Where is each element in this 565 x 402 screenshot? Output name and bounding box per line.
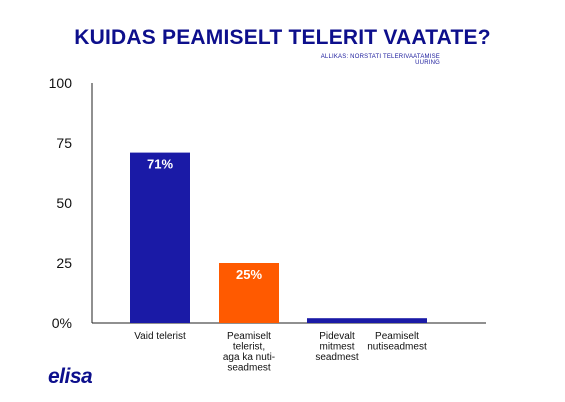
x-tick-label: seadmest [315,352,359,363]
x-tick-label: Peamiselt [227,331,271,342]
bar [219,263,279,323]
bar [367,318,427,323]
y-tick-label: 25 [56,255,72,271]
data-label: 2% [388,322,407,337]
bar [130,152,190,323]
x-tick-label: nutiseadmest [367,342,427,353]
y-tick-label: 75 [56,135,72,151]
x-tick-label: Vaid telerist [134,331,186,342]
data-label: 2% [328,322,347,337]
chart-source: ALLIKAS: NORSTATI TELERIVAATAMISE UURING [320,54,440,66]
chart-title: KUIDAS PEAMISELT TELERIT VAATATE? [74,26,491,49]
x-tick-label: mitmest [320,342,355,353]
x-tick-label: Peamiselt [375,331,419,342]
data-label: 25% [236,267,262,282]
y-tick-label: 0% [52,315,72,331]
x-tick-label: Pidevalt [319,331,355,342]
y-tick-label: 100 [49,75,73,91]
data-label: 71% [147,157,173,172]
x-tick-label: telerist, [233,342,265,353]
x-tick-label: aga ka nuti- [223,352,275,363]
y-tick-label: 50 [56,195,72,211]
elisa-logo: elisa [48,365,93,388]
bar [307,318,367,323]
x-tick-label: seadmest [227,363,271,374]
